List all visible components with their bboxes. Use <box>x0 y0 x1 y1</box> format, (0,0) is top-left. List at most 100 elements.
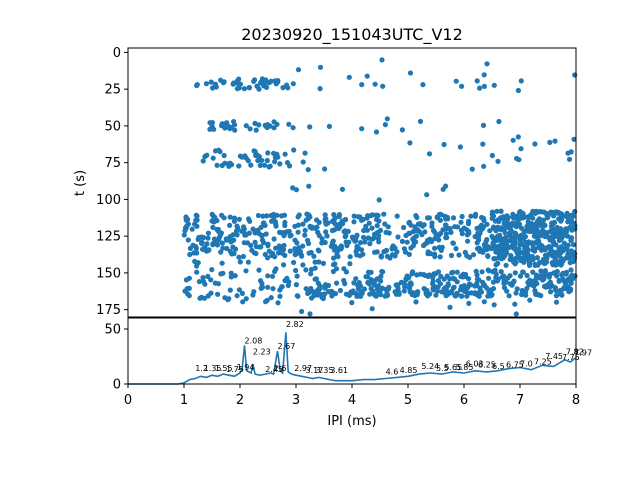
raster-point-1360 <box>258 285 264 291</box>
raster-point-107 <box>236 163 242 169</box>
raster-point-1317 <box>533 272 540 278</box>
raster-point-647 <box>425 251 431 257</box>
raster-point-623 <box>474 246 481 252</box>
raster-point-160 <box>566 156 573 162</box>
raster-point-141 <box>259 157 265 163</box>
raster-point-86 <box>207 126 213 132</box>
raster-point-1071 <box>489 211 495 218</box>
raster-point-651 <box>450 215 457 221</box>
raster-point-56 <box>407 70 414 76</box>
raster-point-649 <box>376 218 382 224</box>
raster-point-1521 <box>316 287 322 293</box>
raster-point-164 <box>515 134 521 140</box>
raster-point-1307 <box>402 282 408 288</box>
peak-label-20: 5.85 <box>456 363 474 372</box>
raster-point-979 <box>564 244 570 250</box>
raster-point-482 <box>406 251 412 257</box>
raster-point-650 <box>480 249 486 255</box>
raster-point-1018 <box>561 240 567 246</box>
raster-point-176 <box>300 159 306 165</box>
raster-point-356 <box>247 218 253 224</box>
histogram-x-tick-label-2: 2 <box>236 393 244 408</box>
histogram-x-tick-label-4: 4 <box>348 393 356 408</box>
raster-point-344 <box>315 229 321 235</box>
raster-point-1052 <box>568 220 574 226</box>
raster-point-1489 <box>506 293 512 299</box>
raster-point-349 <box>331 212 337 218</box>
raster-point-166 <box>547 139 553 145</box>
peak-label-9: 2.67 <box>278 342 296 351</box>
raster-point-893 <box>521 259 527 265</box>
raster-point-643 <box>383 247 390 254</box>
raster-point-152 <box>441 141 447 148</box>
raster-point-36 <box>254 83 260 89</box>
raster-point-134 <box>204 152 210 158</box>
raster-point-428 <box>280 247 287 253</box>
raster-point-184 <box>293 187 299 193</box>
raster-point-641 <box>468 213 474 219</box>
raster-point-1316 <box>450 275 456 281</box>
raster-point-1302 <box>492 267 498 273</box>
raster-point-1063 <box>552 258 559 264</box>
raster-point-270 <box>314 217 320 223</box>
raster-point-238 <box>255 212 261 219</box>
raster-point-433 <box>202 244 208 251</box>
raster-point-296 <box>347 254 353 260</box>
histogram-x-tick-label-5: 5 <box>404 393 412 408</box>
raster-point-1237 <box>437 281 443 287</box>
raster-point-1387 <box>514 286 520 292</box>
raster-point-282 <box>300 221 306 227</box>
raster-point-46 <box>372 81 378 87</box>
raster-point-387 <box>268 212 274 219</box>
raster-point-40 <box>241 86 247 92</box>
raster-point-18 <box>290 81 296 87</box>
raster-point-1491 <box>424 287 430 294</box>
raster-point-912 <box>533 239 540 245</box>
raster-point-1133 <box>342 281 348 287</box>
raster-point-370 <box>187 251 193 258</box>
raster-point-398 <box>210 224 216 230</box>
raster-point-1314 <box>353 276 359 282</box>
raster-point-114 <box>261 162 268 168</box>
peak-label-17: 5.24 <box>421 362 439 371</box>
raster-point-139 <box>252 148 258 155</box>
raster-point-371 <box>194 223 200 229</box>
raster-point-1538 <box>307 311 313 317</box>
raster-point-616 <box>458 219 464 225</box>
raster-point-1041 <box>524 243 530 249</box>
raster-point-1348 <box>268 295 274 301</box>
raster-point-420 <box>338 246 344 252</box>
raster-point-268 <box>206 247 212 253</box>
raster-point-827 <box>498 208 504 214</box>
raster-point-305 <box>299 253 305 259</box>
raster-point-611 <box>443 222 449 228</box>
raster-point-24 <box>252 77 258 83</box>
raster-point-1246 <box>560 270 566 276</box>
raster-point-1498 <box>430 285 436 291</box>
raster-point-584 <box>454 224 461 230</box>
raster-point-1053 <box>530 244 536 250</box>
raster-point-1444 <box>401 288 407 294</box>
raster-point-19 <box>268 78 274 84</box>
raster-y-tick-label-6: 150 <box>96 266 121 281</box>
raster-point-425 <box>219 240 225 246</box>
raster-point-864 <box>569 235 575 241</box>
raster-point-1425 <box>322 291 328 297</box>
raster-point-1073 <box>496 246 502 252</box>
raster-point-840 <box>567 224 573 230</box>
raster-point-1308 <box>395 282 401 288</box>
raster-point-364 <box>234 223 240 229</box>
raster-point-589 <box>419 232 425 238</box>
raster-point-380 <box>266 248 272 254</box>
raster-point-1267 <box>372 278 378 284</box>
raster-point-1478 <box>434 288 441 294</box>
raster-point-569 <box>475 234 482 240</box>
raster-point-528 <box>432 253 438 260</box>
raster-point-602 <box>450 240 456 246</box>
raster-point-213 <box>234 232 240 238</box>
raster-point-1310 <box>561 278 568 284</box>
raster-point-327 <box>241 230 247 236</box>
raster-point-601 <box>478 222 485 228</box>
raster-point-128 <box>265 150 271 156</box>
raster-point-1347 <box>215 291 221 297</box>
